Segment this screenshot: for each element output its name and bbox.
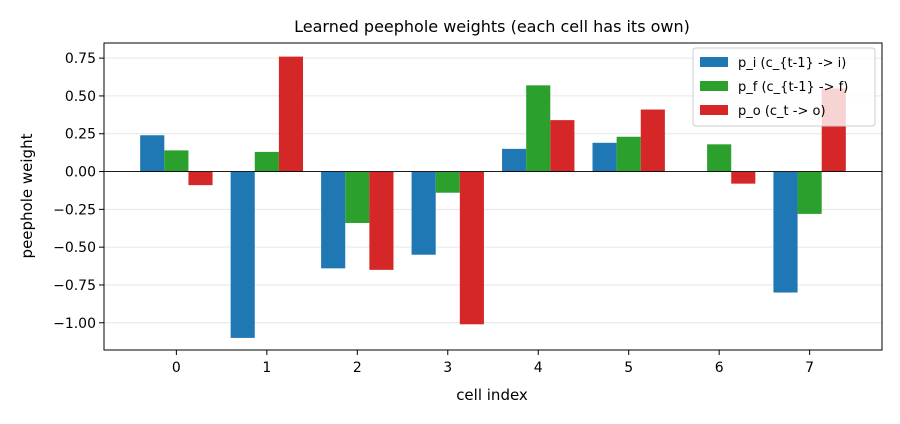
y-tick-label: −1.00 xyxy=(53,316,96,332)
x-tick-label: 7 xyxy=(805,360,814,376)
bar-p-o-cell-0 xyxy=(188,171,213,186)
y-tick-label: −0.25 xyxy=(53,202,96,218)
legend-box xyxy=(692,47,876,127)
chart-title: Learned peephole weights (each cell has … xyxy=(294,17,690,36)
x-tick-label: 5 xyxy=(624,360,633,376)
bar-p-f-cell-2 xyxy=(345,171,370,223)
x-axis-label: cell index xyxy=(456,386,528,404)
bar-p-o-cell-3 xyxy=(459,171,484,325)
legend: p_i (c_{t-1} -> i) p_f (c_{t-1} -> f) p_o … xyxy=(692,47,876,127)
bar-p-o-cell-6 xyxy=(731,171,756,184)
y-axis-label: peephole weight xyxy=(18,133,36,258)
legend-swatch xyxy=(700,57,728,67)
bar-p-i-cell-5 xyxy=(592,142,617,172)
bar-p-f-cell-7 xyxy=(797,171,822,214)
x-axis: 0 1 2 3 4 5 6 7 xyxy=(172,350,814,376)
bar-p-f-cell-0 xyxy=(164,150,189,172)
bar-p-i-cell-3 xyxy=(411,171,436,255)
legend-label: p_o (c_t -> o) xyxy=(738,104,826,119)
y-tick-label: 0.75 xyxy=(65,51,96,67)
y-tick-label: −0.50 xyxy=(53,240,96,256)
bar-p-o-cell-1 xyxy=(278,56,304,172)
legend-label: p_f (c_{t-1} -> f) xyxy=(738,80,848,95)
x-tick-label: 3 xyxy=(443,360,452,376)
legend-swatch xyxy=(700,81,728,91)
y-tick-label: 0.50 xyxy=(65,89,96,105)
bar-p-i-cell-4 xyxy=(502,148,527,172)
x-tick-label: 1 xyxy=(262,360,271,376)
bar-p-i-cell-7 xyxy=(773,171,798,293)
bar-p-o-cell-5 xyxy=(640,109,665,172)
bar-p-f-cell-5 xyxy=(616,136,641,172)
y-tick-label: 0.00 xyxy=(65,165,96,181)
bar-p-i-cell-2 xyxy=(321,171,346,269)
x-tick-label: 2 xyxy=(353,360,362,376)
bars xyxy=(140,56,846,338)
y-tick-label: −0.75 xyxy=(53,278,96,294)
legend-label: p_i (c_{t-1} -> i) xyxy=(738,56,846,71)
bar-p-f-cell-6 xyxy=(707,144,732,172)
bar-p-i-cell-0 xyxy=(140,135,165,172)
x-tick-label: 6 xyxy=(715,360,724,376)
bar-p-i-cell-1 xyxy=(230,171,255,338)
bar-p-f-cell-4 xyxy=(526,85,551,172)
bar-p-o-cell-2 xyxy=(369,171,394,270)
legend-swatch xyxy=(700,105,728,115)
bar-p-f-cell-3 xyxy=(435,171,460,193)
bar-p-o-cell-4 xyxy=(550,120,575,172)
y-tick-label: 0.25 xyxy=(65,127,96,143)
bar-p-f-cell-1 xyxy=(254,151,279,172)
y-axis: 0.75 0.50 0.25 0.00 −0.25 −0.50 −0.75 −1.00 xyxy=(53,51,104,332)
x-tick-label: 0 xyxy=(172,360,181,376)
plot-frame xyxy=(103,42,883,351)
x-tick-label: 4 xyxy=(534,360,543,376)
